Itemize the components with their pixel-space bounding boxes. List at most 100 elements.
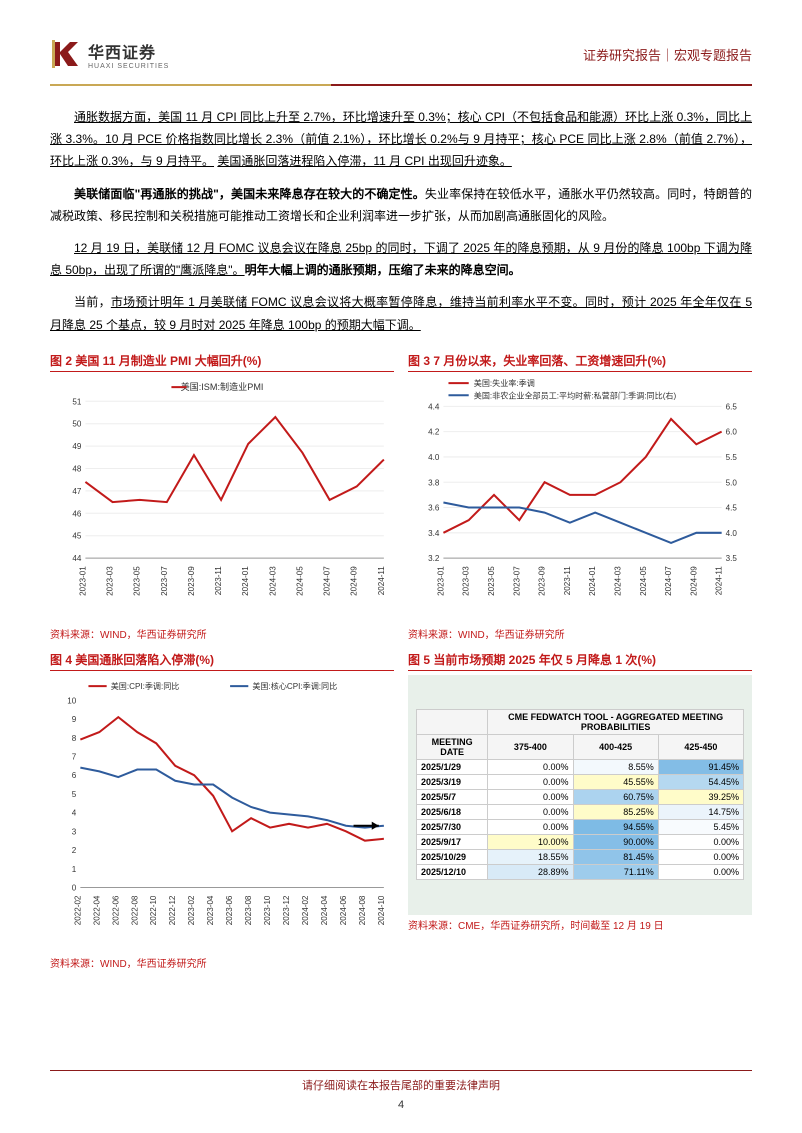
- svg-text:9: 9: [72, 715, 77, 724]
- svg-text:2023-08: 2023-08: [244, 895, 253, 925]
- svg-text:6: 6: [72, 771, 77, 780]
- svg-text:美国:CPI:季调:同比: 美国:CPI:季调:同比: [111, 681, 180, 691]
- svg-text:2024-11: 2024-11: [377, 565, 386, 595]
- svg-text:46: 46: [72, 509, 81, 518]
- svg-text:2023-02: 2023-02: [187, 895, 196, 925]
- svg-text:0: 0: [72, 883, 77, 892]
- svg-text:2023-03: 2023-03: [462, 565, 471, 595]
- svg-text:2023-03: 2023-03: [106, 565, 115, 595]
- svg-text:49: 49: [72, 442, 81, 451]
- chart-3-source: 资料来源：WIND，华西证券研究所: [408, 626, 752, 641]
- fedwatch-table-wrap: CME FEDWATCH TOOL - AGGREGATED MEETING P…: [408, 675, 752, 915]
- svg-text:2024-10: 2024-10: [377, 895, 386, 925]
- svg-text:4.5: 4.5: [726, 503, 738, 512]
- chart-3-title: 图 3 7 月份以来，失业率回落、工资增速回升(%): [408, 352, 752, 372]
- svg-text:2023-09: 2023-09: [538, 565, 547, 595]
- page-header: 华西证券 HUAXI SECURITIES 证券研究报告｜宏观专题报告: [0, 0, 802, 80]
- svg-text:2022-04: 2022-04: [92, 895, 101, 925]
- svg-text:3.4: 3.4: [428, 529, 440, 538]
- svg-text:2024-03: 2024-03: [613, 565, 622, 595]
- svg-text:2024-03: 2024-03: [268, 565, 277, 595]
- svg-text:3.2: 3.2: [428, 554, 440, 563]
- chart-4-canvas: 美国:CPI:季调:同比美国:核心CPI:季调:同比01234567891020…: [50, 675, 394, 948]
- svg-text:4.0: 4.0: [428, 453, 440, 462]
- page-footer: 请仔细阅读在本报告尾部的重要法律声明 4: [0, 1070, 802, 1111]
- svg-text:2023-04: 2023-04: [206, 895, 215, 925]
- logo-text: 华西证券 HUAXI SECURITIES: [88, 39, 169, 70]
- chart-4-source: 资料来源：WIND，华西证券研究所: [50, 955, 394, 970]
- svg-text:2024-01: 2024-01: [241, 565, 250, 595]
- chart-3-block: 图 3 7 月份以来，失业率回落、工资增速回升(%) 美国:失业率:季调美国:非…: [408, 352, 752, 641]
- svg-text:48: 48: [72, 464, 81, 473]
- chart-3-canvas: 美国:失业率:季调美国:非农企业全部员工:平均时薪:私营部门:季调:同比(右)3…: [408, 376, 752, 619]
- chart-5-block: 图 5 当前市场预期 2025 年仅 5 月降息 1 次(%) CME FEDW…: [408, 651, 752, 970]
- svg-text:2024-07: 2024-07: [323, 565, 332, 595]
- paragraph-3: 12 月 19 日，美联储 12 月 FOMC 议息会议在降息 25bp 的同时…: [50, 237, 752, 281]
- svg-text:2024-09: 2024-09: [350, 565, 359, 595]
- svg-text:44: 44: [72, 554, 81, 563]
- svg-text:47: 47: [72, 487, 81, 496]
- company-name-en: HUAXI SECURITIES: [88, 63, 169, 70]
- svg-text:3.8: 3.8: [428, 478, 440, 487]
- chart-4-block: 图 4 美国通胀回落陷入停滞(%) 美国:CPI:季调:同比 美国:核心CPI:季…: [50, 651, 394, 970]
- chart-2-block: 图 2 美国 11 月制造业 PMI 大幅回升(%) 美国:ISM:制造业PMI…: [50, 352, 394, 641]
- svg-text:2: 2: [72, 846, 77, 855]
- svg-text:2024-04: 2024-04: [320, 895, 329, 925]
- svg-text:2023-05: 2023-05: [133, 565, 142, 595]
- logo: 华西证券 HUAXI SECURITIES: [50, 38, 169, 70]
- svg-text:2024-05: 2024-05: [639, 565, 648, 595]
- svg-text:3: 3: [72, 827, 77, 836]
- svg-text:3.5: 3.5: [726, 554, 738, 563]
- svg-text:50: 50: [72, 419, 81, 428]
- svg-text:4.4: 4.4: [428, 402, 440, 411]
- svg-text:1: 1: [72, 864, 77, 873]
- disclaimer-text: 请仔细阅读在本报告尾部的重要法律声明: [0, 1077, 802, 1093]
- svg-text:2024-09: 2024-09: [689, 565, 698, 595]
- svg-text:2022-02: 2022-02: [73, 895, 82, 925]
- svg-text:5: 5: [72, 789, 77, 798]
- svg-text:2023-05: 2023-05: [487, 565, 496, 595]
- svg-text:5.0: 5.0: [726, 478, 738, 487]
- svg-text:2024-01: 2024-01: [588, 565, 597, 595]
- charts-grid: 图 2 美国 11 月制造业 PMI 大幅回升(%) 美国:ISM:制造业PMI…: [0, 346, 802, 970]
- svg-text:2023-01: 2023-01: [436, 565, 445, 595]
- chart-5-title: 图 5 当前市场预期 2025 年仅 5 月降息 1 次(%): [408, 651, 752, 671]
- chart-4-title: 图 4 美国通胀回落陷入停滞(%): [50, 651, 394, 671]
- svg-text:2024-02: 2024-02: [301, 895, 310, 925]
- chart-2-canvas: 美国:ISM:制造业PMI44454647484950512023-012023…: [50, 376, 394, 619]
- company-name-cn: 华西证券: [88, 39, 169, 63]
- chart-5-source: 资料来源：CME，华西证券研究所，时间截至 12 月 19 日: [408, 917, 752, 932]
- logo-mark-icon: [50, 38, 82, 70]
- svg-text:6.5: 6.5: [726, 402, 738, 411]
- svg-text:2023-07: 2023-07: [160, 565, 169, 595]
- svg-text:美国:失业率:季调: 美国:失业率:季调: [474, 378, 535, 388]
- svg-text:2022-12: 2022-12: [168, 895, 177, 925]
- svg-text:6.0: 6.0: [726, 427, 738, 436]
- body-content: 通胀数据方面，美国 11 月 CPI 同比上升至 2.7%，环比增速升至 0.3…: [0, 86, 802, 336]
- report-type: 证券研究报告｜宏观专题报告: [583, 45, 752, 64]
- svg-text:5.5: 5.5: [726, 453, 738, 462]
- fedwatch-table: CME FEDWATCH TOOL - AGGREGATED MEETING P…: [416, 709, 744, 880]
- svg-text:2023-12: 2023-12: [282, 895, 291, 925]
- svg-text:2022-06: 2022-06: [111, 895, 120, 925]
- svg-text:2023-11: 2023-11: [563, 565, 572, 595]
- paragraph-4: 当前，市场预计明年 1 月美联储 FOMC 议息会议将大概率暂停降息，维持当前利…: [50, 291, 752, 335]
- paragraph-2: 美联储面临"再通胀的挑战"，美国未来降息存在较大的不确定性。失业率保持在较低水平…: [50, 183, 752, 227]
- svg-text:美国:ISM:制造业PMI: 美国:ISM:制造业PMI: [181, 381, 264, 392]
- chart-2-title: 图 2 美国 11 月制造业 PMI 大幅回升(%): [50, 352, 394, 372]
- svg-text:2022-08: 2022-08: [130, 895, 139, 925]
- svg-text:3.6: 3.6: [428, 503, 440, 512]
- page-number: 4: [0, 1099, 802, 1111]
- svg-text:10: 10: [67, 696, 76, 705]
- svg-text:美国:核心CPI:季调:同比: 美国:核心CPI:季调:同比: [252, 681, 337, 691]
- svg-text:4.2: 4.2: [428, 427, 440, 436]
- svg-text:4.0: 4.0: [726, 529, 738, 538]
- svg-text:2023-11: 2023-11: [214, 565, 223, 595]
- svg-text:2023-10: 2023-10: [263, 895, 272, 925]
- svg-text:2023-06: 2023-06: [225, 895, 234, 925]
- footer-divider: [50, 1070, 752, 1071]
- paragraph-1: 通胀数据方面，美国 11 月 CPI 同比上升至 2.7%，环比增速升至 0.3…: [50, 106, 752, 173]
- svg-text:8: 8: [72, 733, 77, 742]
- svg-text:2024-08: 2024-08: [358, 895, 367, 925]
- svg-text:51: 51: [72, 397, 81, 406]
